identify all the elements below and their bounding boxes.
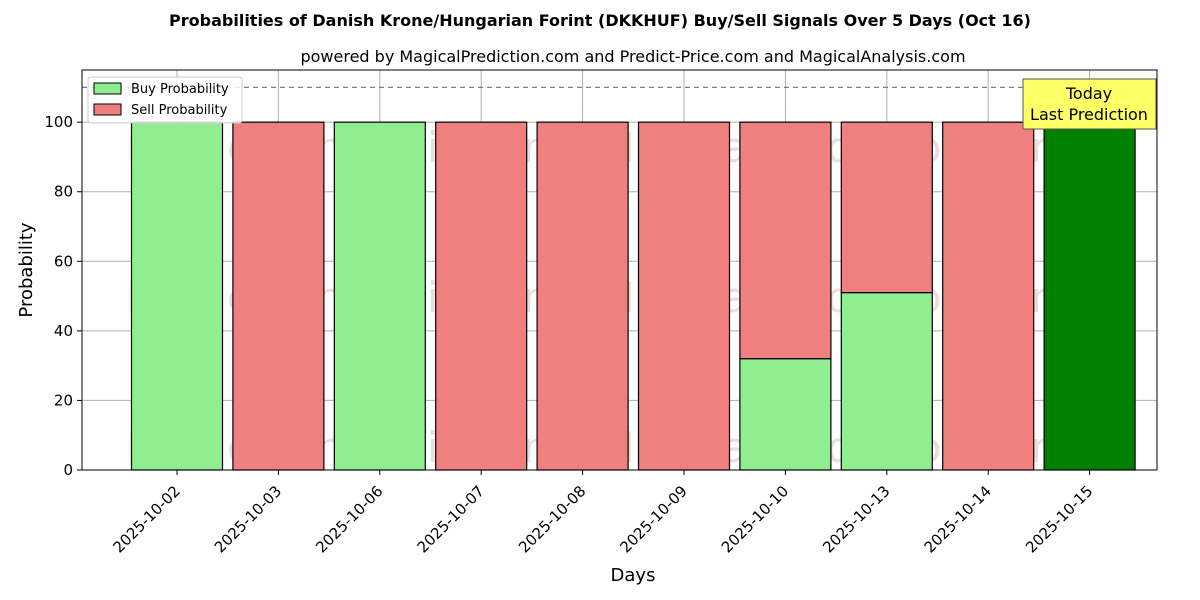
- y-tick-label: 100: [44, 113, 73, 131]
- legend-sell-label: Sell Probability: [131, 103, 228, 118]
- sell-bar: [840, 121, 933, 294]
- sell-bar: [739, 121, 832, 360]
- legend: Buy Probability Sell Probability: [87, 76, 243, 124]
- legend-box: [87, 76, 243, 124]
- x-tick-label: 2025-10-06: [312, 482, 386, 556]
- annotation-box: [1022, 78, 1157, 130]
- sell-bar: [536, 121, 629, 471]
- legend-buy-swatch: [93, 82, 122, 95]
- y-tick-label: 60: [54, 252, 73, 270]
- sell-bar: [232, 121, 325, 471]
- buy-bar: [840, 292, 933, 471]
- x-tick-label: 2025-10-08: [515, 482, 589, 556]
- y-axis-title: Probability: [16, 222, 37, 317]
- x-tick-label: 2025-10-14: [921, 482, 995, 556]
- y-tick-label: 0: [63, 461, 73, 479]
- x-tick-label: 2025-10-02: [109, 482, 183, 556]
- sell-bar: [942, 121, 1035, 471]
- y-tick-label: 80: [54, 183, 73, 201]
- annotation-line-1: Today: [1065, 84, 1112, 103]
- buy-bar: [130, 121, 224, 471]
- y-axis: 0 20 40 60 80 100: [44, 113, 82, 479]
- plot-frame: [81, 69, 1158, 471]
- legend-buy-label: Buy Probability: [131, 82, 229, 97]
- x-axis: 2025-10-02 2025-10-03 2025-10-06 2025-10-07…: [109, 470, 1096, 556]
- legend-sell-swatch: [93, 103, 122, 116]
- bars: [130, 121, 1136, 471]
- chart-title: Probabilities of Danish Krone/Hungarian …: [169, 11, 1031, 30]
- x-tick-label: 2025-10-13: [819, 482, 893, 556]
- sell-bar: [637, 121, 731, 471]
- chart-subtitle: powered by MagicalPrediction.com and Pre…: [300, 47, 965, 66]
- x-tick-label: 2025-10-15: [1022, 482, 1096, 556]
- x-tick-label: 2025-10-07: [414, 482, 488, 556]
- sell-bar: [435, 121, 528, 471]
- annotation-line-2: Last Prediction: [1030, 105, 1148, 124]
- x-tick-label: 2025-10-03: [211, 482, 285, 556]
- y-tick-label: 20: [54, 391, 73, 409]
- x-tick-label: 2025-10-10: [718, 482, 792, 556]
- buy-bar: [739, 358, 832, 471]
- today-annotation: Today Last Prediction: [1022, 78, 1157, 130]
- x-tick-label: 2025-10-09: [616, 482, 690, 556]
- buy-bar: [1043, 121, 1136, 471]
- y-tick-label: 40: [54, 322, 73, 340]
- x-axis-title: Days: [611, 565, 656, 586]
- buy-bar: [333, 121, 426, 471]
